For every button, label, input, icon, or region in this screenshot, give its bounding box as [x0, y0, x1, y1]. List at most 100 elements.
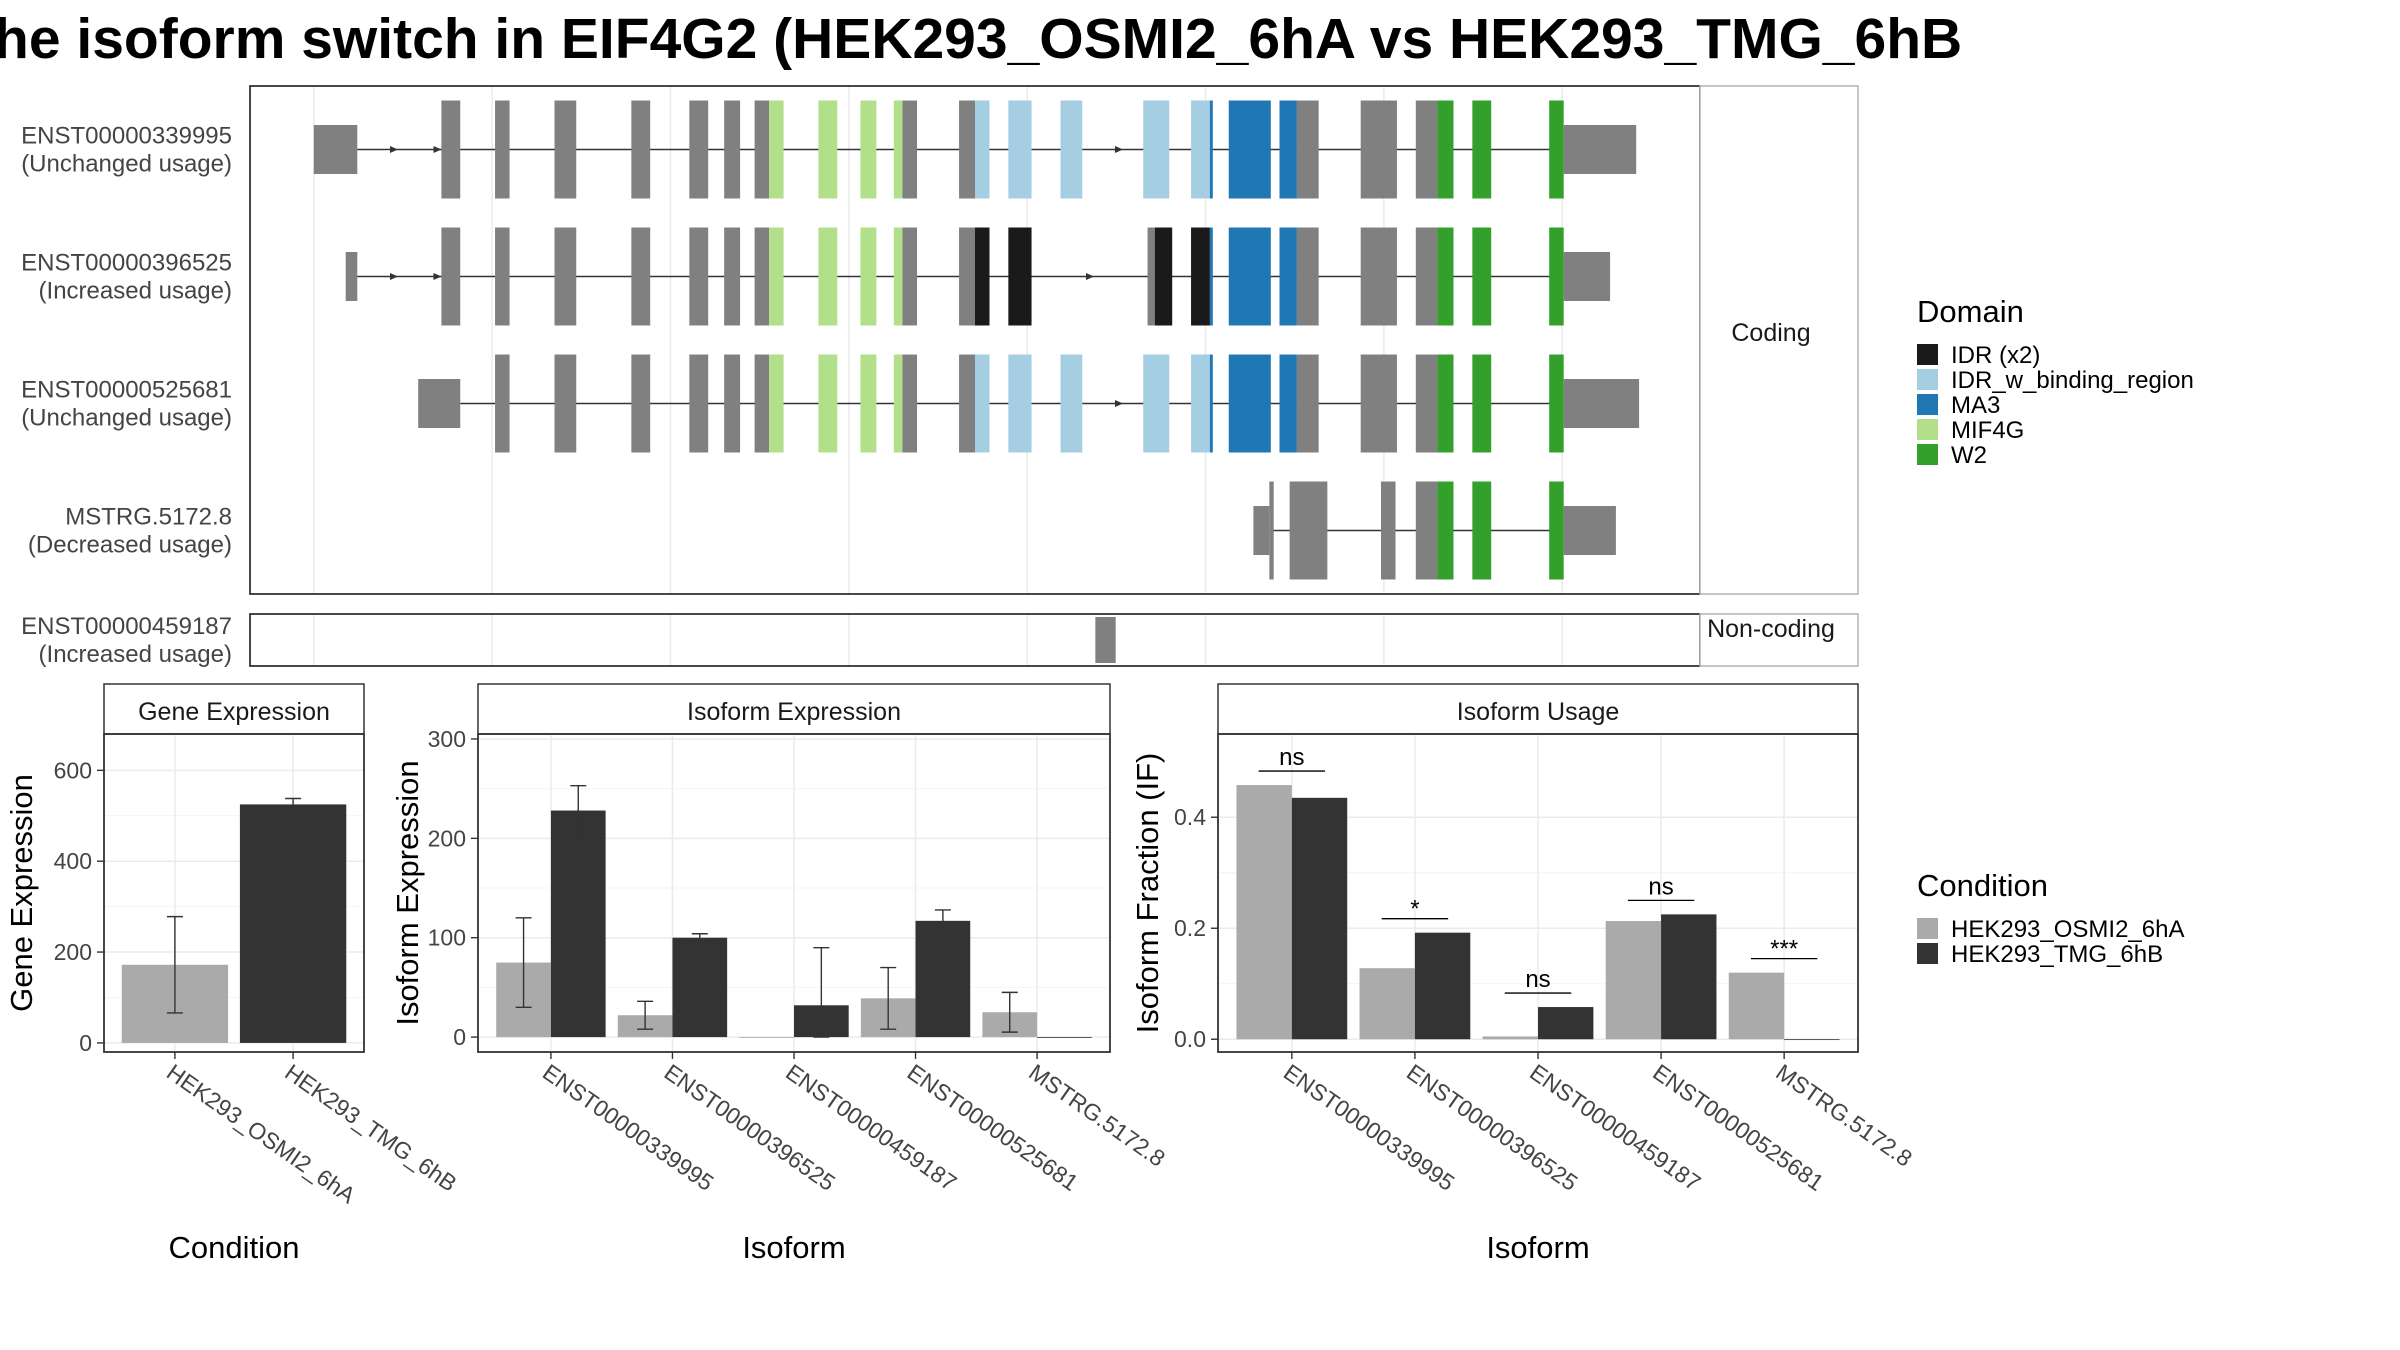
exon-enst00000525681-6 — [754, 354, 770, 453]
exon-enst00000525681-12 — [959, 354, 975, 453]
isoform-usage-ytick-label-0: 0.0 — [1174, 1026, 1206, 1052]
exon-enst00000396525-25 — [1437, 227, 1454, 326]
exon-mstrg-5172-8-4 — [1415, 481, 1438, 580]
strip-label-coding: Coding — [1731, 319, 1810, 347]
exon-enst00000525681-0 — [418, 379, 461, 428]
isoform-usage-sig-label-enst00000339995: ns — [1279, 744, 1304, 771]
isoform-expression-bar-mstrg-5172-8-1 — [1037, 1037, 1092, 1038]
isoform-usage-bar-enst00000459187-1 — [1538, 1007, 1594, 1040]
domain-legend-key-idr-w-binding-region — [1917, 369, 1938, 390]
intron-arrow-enst00000339995-1 — [433, 146, 442, 153]
isoform-usage-bar-mstrg-5172-8-0 — [1728, 972, 1785, 1040]
exon-enst00000339995-11 — [893, 100, 903, 199]
transcript-status-enst00000396525: (Increased usage) — [39, 278, 232, 305]
isoform-expression-bar-enst00000525681-1 — [915, 920, 971, 1038]
exon-enst00000339995-1 — [441, 100, 461, 199]
isoform-usage-bar-enst00000525681-0 — [1605, 921, 1662, 1040]
structure-strip-box-1 — [1699, 613, 1859, 667]
isoform-usage-sig-label-enst00000525681: ns — [1648, 873, 1673, 900]
isoform-usage-bar-enst00000339995-0 — [1236, 785, 1292, 1040]
exon-enst00000339995-12 — [902, 100, 917, 199]
isoform-usage-yaxis-title: Isoform Fraction (IF) — [1130, 753, 1165, 1034]
exon-enst00000396525-14 — [975, 227, 990, 326]
exon-enst00000459187-0 — [1095, 617, 1116, 663]
condition-legend-label-hek293-tmg-6hb: HEK293_TMG_6hB — [1951, 941, 2163, 968]
transcript-status-mstrg-5172-8: (Decreased usage) — [28, 532, 232, 559]
isoform-usage-bar-mstrg-5172-8-1 — [1784, 1039, 1840, 1041]
exon-enst00000396525-5 — [689, 227, 709, 326]
transcript-label-enst00000459187: ENST00000459187 — [21, 613, 232, 640]
exon-enst00000396525-16 — [1147, 227, 1155, 326]
gene-expression-bar-hek293-tmg-6hb-0 — [239, 804, 347, 1043]
exon-enst00000339995-16 — [1060, 100, 1083, 199]
exon-enst00000339995-15 — [1008, 100, 1032, 199]
isoform-expression-xaxis-title: Isoform — [742, 1230, 845, 1265]
isoform-expression-strip — [477, 683, 1111, 735]
exon-enst00000396525-7 — [754, 227, 770, 326]
exon-enst00000339995-2 — [495, 100, 510, 199]
exon-enst00000396525-28 — [1563, 252, 1611, 301]
isoform-usage-xaxis-title: Isoform — [1486, 1230, 1589, 1265]
exon-enst00000525681-5 — [724, 354, 741, 453]
isoform-usage-ytick-label-1: 0.2 — [1174, 915, 1206, 941]
exon-enst00000525681-21 — [1296, 354, 1319, 453]
exon-enst00000339995-5 — [689, 100, 709, 199]
exon-enst00000339995-0 — [313, 125, 358, 174]
isoform-expression-ytick-label-2: 200 — [428, 825, 466, 851]
exon-enst00000396525-10 — [860, 227, 877, 326]
exon-enst00000525681-22 — [1360, 354, 1397, 453]
exon-mstrg-5172-8-3 — [1381, 481, 1396, 580]
transcript-label-mstrg-5172-8: MSTRG.5172.8 — [65, 504, 232, 531]
exon-enst00000396525-6 — [724, 227, 741, 326]
exon-enst00000396525-21 — [1279, 227, 1297, 326]
exon-enst00000525681-10 — [893, 354, 903, 453]
transcript-structure-plot: ENST00000339995(Unchanged usage)ENST0000… — [21, 85, 1859, 668]
exon-enst00000525681-17 — [1191, 354, 1210, 453]
exon-enst00000525681-19 — [1228, 354, 1271, 453]
figure-title: he isoform switch in EIF4G2 (HEK293_OSMI… — [0, 7, 1962, 71]
transcript-status-enst00000339995: (Unchanged usage) — [21, 151, 232, 178]
transcript-label-enst00000525681: ENST00000525681 — [21, 377, 232, 404]
domain-legend-label-w2: W2 — [1951, 442, 1987, 469]
intron-arrow-enst00000525681-0 — [1115, 400, 1123, 407]
condition-legend-key-hek293-tmg-6hb — [1917, 943, 1938, 964]
exon-enst00000339995-8 — [769, 100, 784, 199]
domain-legend-title: Domain — [1917, 294, 2024, 329]
exon-mstrg-5172-8-8 — [1563, 506, 1616, 555]
isoform-expression-yaxis-title: Isoform Expression — [390, 760, 425, 1025]
transcript-status-enst00000459187: (Increased usage) — [39, 641, 232, 668]
exon-enst00000339995-3 — [554, 100, 577, 199]
exon-enst00000396525-27 — [1549, 227, 1564, 326]
isoform-usage-bar-enst00000339995-1 — [1291, 797, 1348, 1040]
gene-expression-xaxis-title: Condition — [169, 1230, 300, 1265]
exon-enst00000525681-20 — [1279, 354, 1297, 453]
gene-expression-ytick-label-0: 0 — [79, 1030, 92, 1056]
domain-legend-key-ma3 — [1917, 394, 1938, 415]
exon-enst00000339995-24 — [1415, 100, 1438, 199]
exon-enst00000339995-17 — [1143, 100, 1170, 199]
exon-enst00000339995-10 — [860, 100, 877, 199]
exon-mstrg-5172-8-0 — [1253, 506, 1270, 555]
domain-legend: Domain IDR (x2)IDR_w_binding_regionMA3MI… — [1917, 294, 2194, 469]
exon-enst00000339995-23 — [1360, 100, 1397, 199]
exon-enst00000525681-11 — [902, 354, 917, 453]
exon-enst00000339995-28 — [1563, 125, 1637, 174]
exon-mstrg-5172-8-7 — [1549, 481, 1564, 580]
exon-enst00000396525-20 — [1228, 227, 1271, 326]
domain-legend-label-ma3: MA3 — [1951, 392, 2000, 419]
isoform-usage-sig-label-enst00000459187: ns — [1525, 966, 1550, 993]
exon-enst00000525681-25 — [1472, 354, 1492, 453]
exon-mstrg-5172-8-6 — [1472, 481, 1492, 580]
exon-enst00000339995-13 — [959, 100, 975, 199]
exon-enst00000396525-23 — [1360, 227, 1397, 326]
exon-enst00000339995-19 — [1209, 100, 1213, 199]
exon-mstrg-5172-8-2 — [1289, 481, 1328, 580]
isoform-usage-strip — [1217, 683, 1859, 735]
exon-enst00000525681-15 — [1060, 354, 1083, 453]
condition-legend-label-hek293-osmi2-6ha: HEK293_OSMI2_6hA — [1951, 916, 2184, 943]
isoform-expression-strip-title: Isoform Expression — [687, 698, 901, 726]
exon-enst00000339995-9 — [818, 100, 838, 199]
isoform-expression-ytick-label-0: 0 — [453, 1024, 466, 1050]
gene-expression-yaxis-title: Gene Expression — [4, 774, 39, 1012]
